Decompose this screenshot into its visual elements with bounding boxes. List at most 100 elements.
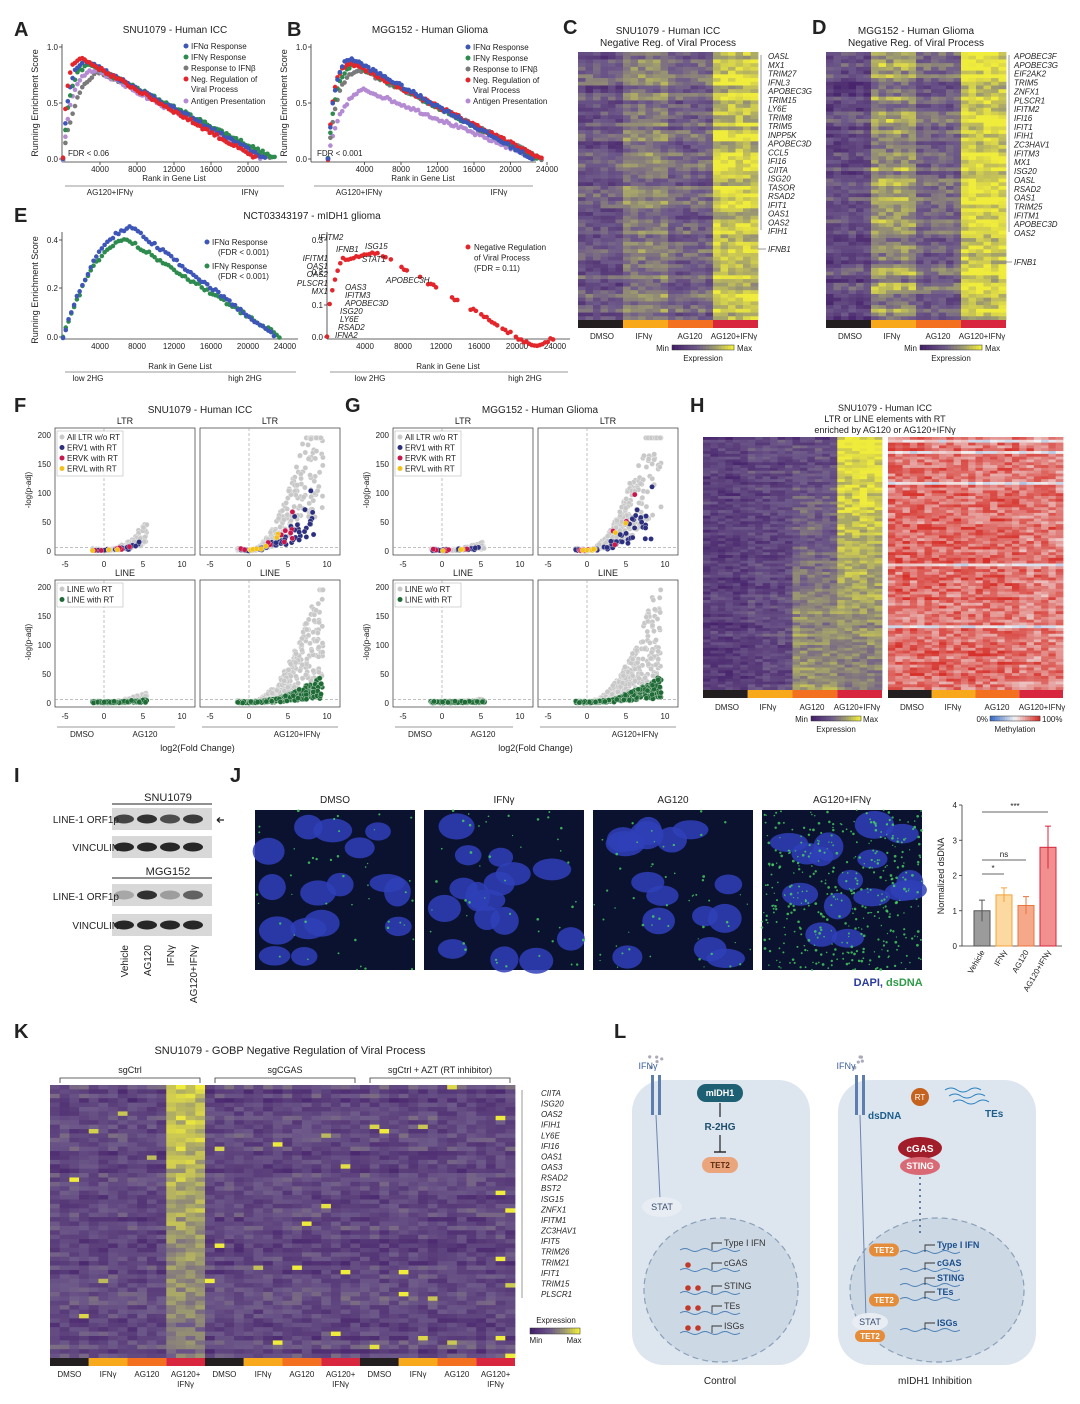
enrichment-dot bbox=[262, 155, 268, 160]
heatmap-cell bbox=[931, 178, 939, 183]
heatmap-cell bbox=[735, 293, 744, 299]
heatmap-cell bbox=[720, 174, 729, 179]
heatmap-cell bbox=[878, 286, 887, 291]
heatmap-cell bbox=[953, 282, 962, 287]
heatmap-cell bbox=[705, 212, 714, 217]
heatmap-cell bbox=[931, 208, 939, 213]
heatmap-cell bbox=[585, 267, 594, 273]
heatmap-cell bbox=[878, 308, 887, 313]
heatmap-cell bbox=[946, 55, 954, 60]
heatmap-cell bbox=[698, 260, 706, 265]
heatmap-cell bbox=[968, 226, 977, 232]
heatmap-cell bbox=[893, 264, 902, 269]
heatmap-cell bbox=[856, 122, 864, 127]
heatmap-cell bbox=[585, 241, 594, 246]
heatmap-cell bbox=[931, 293, 939, 299]
heatmap-cell bbox=[608, 145, 616, 150]
heatmap-cell bbox=[856, 200, 864, 206]
heatmap-cell bbox=[645, 189, 654, 194]
heatmap-cell bbox=[743, 182, 751, 187]
heatmap-cell bbox=[750, 174, 759, 179]
heatmap-cell bbox=[983, 130, 992, 135]
heatmap-cell bbox=[743, 115, 751, 120]
heatmap-cell bbox=[668, 163, 676, 168]
heatmap-cell bbox=[638, 81, 646, 86]
heatmap-cell bbox=[713, 312, 721, 317]
heatmap-cell bbox=[638, 148, 646, 153]
enrichment-dot bbox=[446, 108, 452, 114]
heatmap-cell bbox=[991, 208, 999, 213]
enrichment-dot bbox=[63, 127, 68, 133]
heatmap-cell bbox=[848, 200, 857, 206]
heatmap-cell bbox=[608, 130, 616, 135]
heatmap-cell bbox=[961, 66, 969, 72]
heatmap-cell bbox=[968, 148, 977, 153]
heatmap-cell bbox=[848, 204, 857, 209]
heatmap-cell bbox=[623, 115, 631, 120]
heatmap-cell bbox=[871, 282, 879, 287]
heatmap-cell bbox=[585, 152, 594, 157]
heatmap-cell bbox=[615, 159, 624, 165]
heatmap-cell bbox=[638, 293, 646, 299]
heatmap-cell bbox=[638, 316, 646, 321]
heatmap-cell bbox=[968, 249, 977, 254]
heatmap-cell bbox=[998, 141, 1007, 146]
gene-label: TRIM15 bbox=[768, 96, 797, 105]
heatmap-cell bbox=[901, 305, 909, 310]
heatmap-cell bbox=[991, 145, 999, 150]
gene-label: IFIH1 bbox=[768, 227, 788, 236]
heatmap-cell bbox=[743, 78, 751, 83]
heatmap-cell bbox=[735, 279, 744, 284]
heatmap-cell bbox=[848, 226, 857, 232]
heatmap-cell bbox=[638, 182, 646, 187]
heatmap-cell bbox=[728, 133, 736, 139]
heatmap-cell bbox=[690, 178, 699, 183]
heatmap-cell bbox=[931, 100, 939, 105]
heatmap-cell bbox=[638, 226, 646, 232]
color-scale bbox=[696, 345, 701, 350]
heatmap-cell bbox=[675, 234, 684, 239]
heatmap-cell bbox=[705, 264, 714, 269]
enrichment-dot bbox=[520, 149, 525, 154]
heatmap-cell bbox=[630, 119, 639, 124]
heatmap-cell bbox=[856, 316, 864, 321]
heatmap-cell bbox=[653, 96, 661, 101]
color-scale bbox=[954, 345, 958, 350]
heatmap-cell bbox=[750, 81, 759, 86]
heatmap-cell bbox=[856, 312, 864, 317]
heatmap-cell bbox=[916, 156, 924, 161]
heatmap-cell bbox=[615, 89, 624, 94]
heatmap-cell bbox=[931, 174, 939, 179]
panel-letter: C bbox=[563, 17, 577, 39]
heatmap-cell bbox=[991, 245, 999, 250]
heatmap-cell bbox=[856, 148, 864, 153]
heatmap-cell bbox=[615, 234, 624, 239]
heatmap-cell bbox=[976, 208, 984, 213]
heatmap-cell bbox=[743, 152, 751, 157]
heatmap-cell bbox=[938, 89, 947, 94]
heatmap-cell bbox=[991, 223, 999, 228]
heatmap-cell bbox=[826, 167, 834, 172]
heatmap-cell bbox=[961, 119, 969, 124]
heatmap-cell bbox=[833, 137, 842, 142]
heatmap-cell bbox=[660, 256, 669, 261]
heatmap-cell bbox=[720, 74, 729, 79]
heatmap-cell bbox=[623, 226, 631, 232]
heatmap-cell bbox=[893, 316, 902, 321]
heatmap-cell bbox=[653, 178, 661, 183]
heatmap-cell bbox=[600, 212, 609, 217]
heatmap-cell bbox=[878, 264, 887, 269]
heatmap-cell bbox=[735, 85, 744, 90]
heatmap-cell bbox=[645, 234, 654, 239]
heatmap-cell bbox=[893, 89, 902, 94]
heatmap-cell bbox=[698, 148, 706, 153]
heatmap-cell bbox=[585, 126, 594, 131]
heatmap-cell bbox=[600, 111, 609, 116]
heatmap-cell bbox=[968, 92, 977, 98]
heatmap-cell bbox=[683, 171, 691, 176]
heatmap-cell bbox=[893, 312, 902, 317]
heatmap-cell bbox=[668, 141, 676, 146]
heatmap-cell bbox=[705, 81, 714, 86]
heatmap-cell bbox=[630, 70, 639, 75]
heatmap-cell bbox=[923, 189, 932, 194]
